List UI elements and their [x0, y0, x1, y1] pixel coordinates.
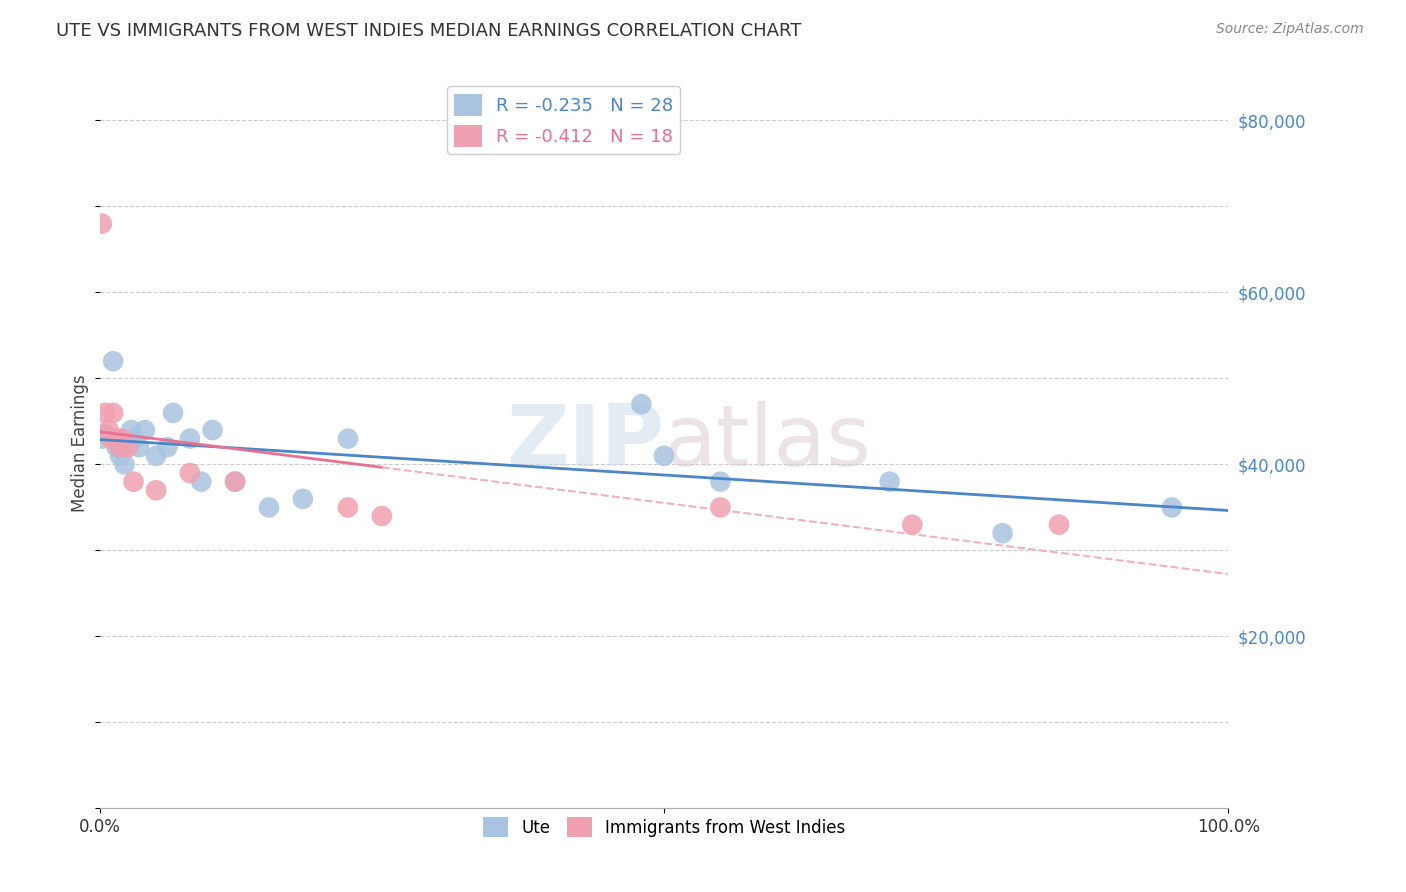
Point	[709, 475, 731, 489]
Point	[117, 440, 139, 454]
Point	[336, 500, 359, 515]
Point	[108, 440, 131, 454]
Point	[201, 423, 224, 437]
Point	[224, 475, 246, 489]
Point	[100, 432, 122, 446]
Point	[371, 509, 394, 524]
Point	[90, 217, 112, 231]
Point	[901, 517, 924, 532]
Legend: Ute, Immigrants from West Indies: Ute, Immigrants from West Indies	[477, 810, 852, 844]
Point	[156, 440, 179, 454]
Point	[94, 427, 117, 442]
Point	[128, 440, 150, 454]
Text: ZIP: ZIP	[506, 401, 664, 484]
Point	[90, 432, 112, 446]
Point	[709, 500, 731, 515]
Point	[224, 475, 246, 489]
Point	[291, 491, 314, 506]
Point	[145, 483, 167, 498]
Point	[1160, 500, 1182, 515]
Point	[117, 436, 139, 450]
Point	[630, 397, 652, 411]
Point	[105, 440, 128, 454]
Point	[336, 432, 359, 446]
Point	[122, 475, 145, 489]
Point	[108, 449, 131, 463]
Point	[1047, 517, 1070, 532]
Point	[105, 432, 128, 446]
Point	[122, 432, 145, 446]
Point	[134, 423, 156, 437]
Point	[114, 458, 136, 472]
Text: UTE VS IMMIGRANTS FROM WEST INDIES MEDIAN EARNINGS CORRELATION CHART: UTE VS IMMIGRANTS FROM WEST INDIES MEDIA…	[56, 22, 801, 40]
Text: Source: ZipAtlas.com: Source: ZipAtlas.com	[1216, 22, 1364, 37]
Point	[103, 406, 125, 420]
Text: atlas: atlas	[664, 401, 872, 484]
Point	[97, 423, 120, 437]
Point	[991, 526, 1014, 541]
Point	[879, 475, 901, 489]
Point	[111, 432, 134, 446]
Point	[190, 475, 212, 489]
Point	[103, 354, 125, 368]
Point	[145, 449, 167, 463]
Point	[120, 423, 142, 437]
Point	[94, 406, 117, 420]
Point	[179, 432, 201, 446]
Point	[111, 432, 134, 446]
Point	[162, 406, 184, 420]
Point	[652, 449, 675, 463]
Point	[257, 500, 280, 515]
Point	[179, 466, 201, 480]
Y-axis label: Median Earnings: Median Earnings	[72, 374, 89, 512]
